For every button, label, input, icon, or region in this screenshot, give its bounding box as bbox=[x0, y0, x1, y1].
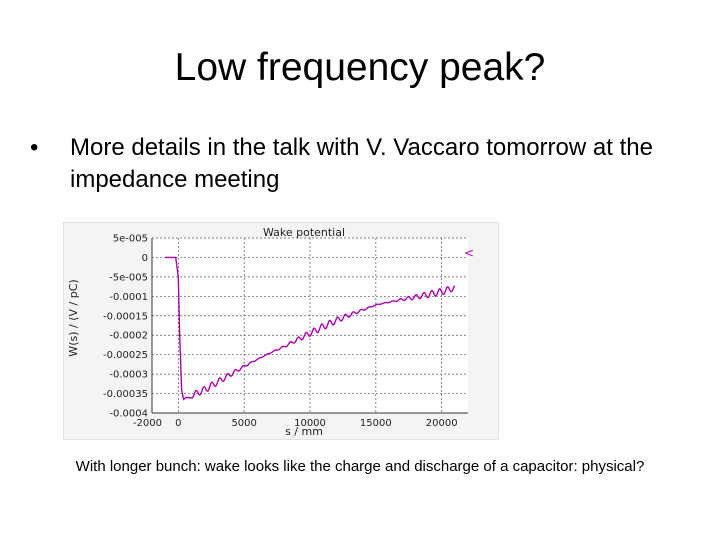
x-tick-label: 10000 bbox=[294, 418, 326, 429]
x-tick-label: 15000 bbox=[360, 418, 392, 429]
x-tick-label: 5000 bbox=[231, 418, 256, 429]
chart-svg: 5e-005 0 -5e-005 -0.0001 -0.00015 -0.0002 -0.0… bbox=[67, 226, 474, 438]
x-tick-label: 0 bbox=[175, 418, 181, 429]
bullet-item: • More details in the talk with V. Vacca… bbox=[30, 132, 690, 196]
series-line-wake bbox=[165, 256, 456, 401]
y-tick-label: -0.0003 bbox=[109, 370, 148, 381]
chart-title: Wake potential bbox=[263, 226, 345, 239]
y-tick-label: -5e-005 bbox=[109, 272, 148, 283]
x-tick-label: 20000 bbox=[426, 418, 458, 429]
bullet-dot: • bbox=[30, 134, 39, 161]
y-axis-label: W(s) / (V / pC) bbox=[67, 279, 80, 356]
y-tick-label: -0.00015 bbox=[103, 311, 148, 322]
y-tick-label: -0.0002 bbox=[109, 331, 148, 342]
bullet-text: More details in the talk with V. Vaccaro… bbox=[70, 134, 653, 193]
x-axis-label: s / mm bbox=[285, 425, 323, 438]
x-tick-label: -2000 bbox=[133, 418, 162, 429]
tick-labels: 5e-005 0 -5e-005 -0.0001 -0.00015 -0.0002 -0.0… bbox=[103, 234, 458, 430]
legend-marker: < bbox=[464, 246, 474, 260]
y-tick-label: 0 bbox=[142, 253, 148, 264]
y-tick-label: -0.0001 bbox=[109, 292, 148, 303]
y-tick-label: -0.00035 bbox=[103, 389, 148, 400]
y-tick-label: 5e-005 bbox=[113, 234, 148, 245]
wake-potential-chart: 5e-005 0 -5e-005 -0.0001 -0.00015 -0.0002 -0.0… bbox=[63, 222, 499, 440]
slide-title: Low frequency peak? bbox=[174, 46, 546, 89]
grid-lines bbox=[151, 237, 468, 414]
y-tick-label: -0.0004 bbox=[109, 409, 148, 420]
y-tick-label: -0.00025 bbox=[103, 350, 148, 361]
caption: With longer bunch: wake looks like the c… bbox=[75, 458, 645, 475]
